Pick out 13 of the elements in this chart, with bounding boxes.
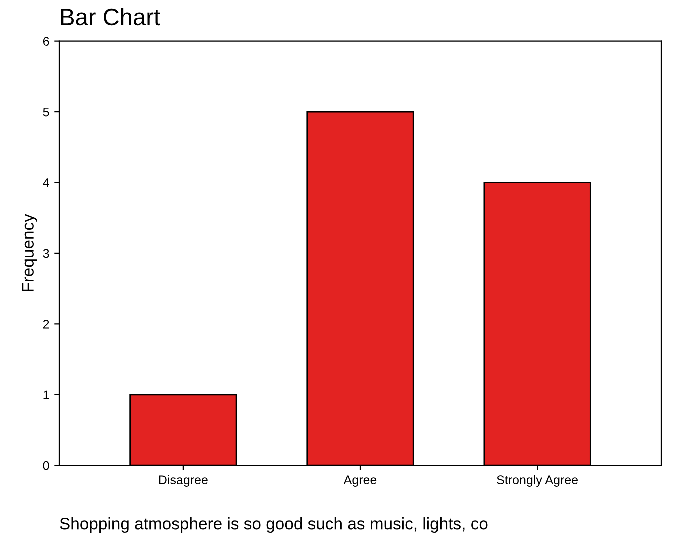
- y-axis-title: Frequency: [22, 214, 38, 292]
- y-tick-label: 6: [43, 37, 50, 46]
- y-tick-label: 5: [43, 108, 50, 117]
- y-tick-label: 1: [44, 390, 50, 400]
- x-tick-label: Agree: [344, 476, 377, 487]
- y-tick-label: 0: [43, 461, 50, 470]
- x-tick-label: Strongly Agree: [497, 475, 578, 487]
- y-tick-label: 3: [43, 249, 50, 258]
- x-tick-label: Disagree: [159, 475, 208, 487]
- x-axis-title: Shopping atmosphere is so good such as music, lights, co: [60, 518, 488, 534]
- y-tick-label: 4: [43, 178, 50, 188]
- y-tick-label: 2: [43, 320, 50, 329]
- chart-title: Bar Chart: [61, 8, 160, 26]
